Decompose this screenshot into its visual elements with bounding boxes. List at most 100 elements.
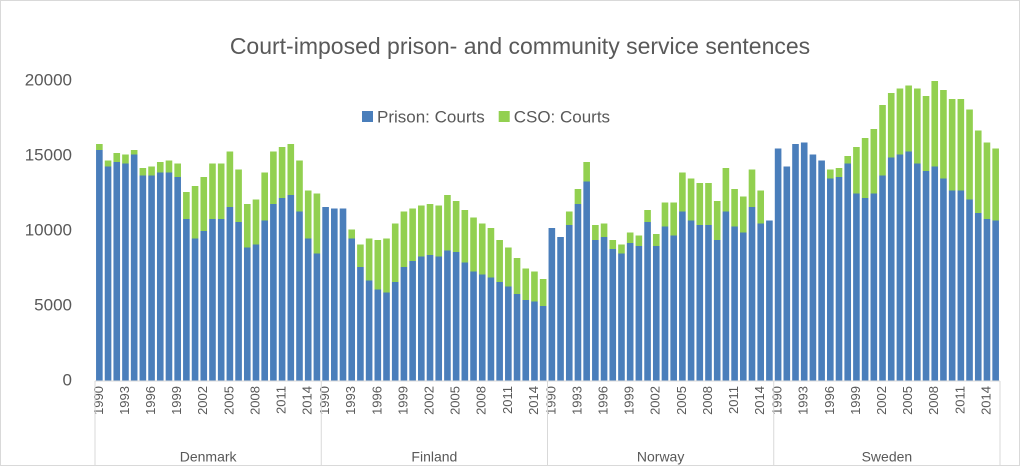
x-tick-label: 1996 [143,386,158,415]
bar-segment [183,192,190,219]
x-tick-label: 2014 [978,386,993,415]
x-tick-label: 2002 [648,386,663,415]
bar-segment [966,109,973,200]
bar-segment [287,195,295,381]
x-tick-label: 2005 [674,386,689,415]
x-tick-label: 1990 [543,386,558,415]
bar-segment [183,219,190,381]
bar-segment [252,244,260,381]
bar-segment [835,168,843,177]
bar-segment [879,175,886,381]
x-tick-label: 1996 [596,386,611,415]
x-tick-label: 2002 [874,386,889,415]
bar-segment [122,163,129,381]
x-tick-label: 2008 [926,386,941,415]
bar-segment [592,240,599,381]
x-tick-label: 1999 [395,386,410,415]
bar-segment [687,220,695,381]
bar-segment [235,222,242,381]
bar-segment [731,189,738,227]
x-tick-label: 2008 [474,386,489,415]
bar-segment [592,225,599,240]
bar-segment [800,142,808,381]
bar-segment [226,207,234,381]
bar-segment [383,238,390,293]
bar-segment [383,292,390,381]
bar-segment [974,213,982,381]
bar-segment [226,151,234,207]
bar-segment [835,177,843,381]
bar-segment [513,294,521,381]
bar-segment [766,220,773,381]
x-tick-label: 1996 [369,386,384,415]
bar-segment [652,234,660,246]
bar-segment [365,238,373,281]
x-tick-label: 1993 [796,386,811,415]
x-tick-label: 2005 [221,386,236,415]
bar-segment [931,81,939,167]
bar-segment [731,226,738,381]
bar-segment [974,130,982,213]
x-tick-label: 1993 [117,386,132,415]
bar-segment [400,267,408,381]
bar-segment [130,150,138,155]
bar-segment [522,268,530,300]
bar-segment [948,190,956,381]
bar-segment [191,186,199,239]
bar-segment [940,90,947,179]
bar-segment [609,240,617,249]
bar-segment [418,205,425,257]
bar-segment [914,88,921,164]
bar-segment [626,243,634,381]
bar-segment [435,205,443,257]
bar-segment [444,195,451,251]
bar-segment [583,181,590,381]
bar-segment [992,220,999,381]
bar-segment [174,163,181,177]
x-tick-label: 1999 [622,386,637,415]
bar-segment [365,280,373,381]
group-label: Finland [411,449,457,465]
x-tick-label: 1993 [569,386,584,415]
bar-segment [696,225,704,381]
bar-segment [757,190,765,224]
bar-segment [122,154,129,164]
bar-segment [278,147,286,198]
bar-segment [557,237,564,381]
bar-segment [914,163,921,381]
bar-segment [644,222,651,381]
bar-segment [635,235,643,246]
bar-segment [870,193,878,381]
bar-segment [618,244,625,254]
y-tick-label: 15000 [25,145,72,164]
bar-segment [313,253,321,381]
bar-segment [583,162,590,182]
bar-segment [940,178,947,381]
bar-segment [348,238,356,381]
x-tick-label: 2005 [448,386,463,415]
bar-segment [304,190,312,239]
bar-segment [757,223,765,381]
bar-segment [470,217,477,272]
bar-segment [165,172,173,381]
bar-segment [827,169,834,179]
bar-segment [165,160,173,173]
bar-segment [113,153,121,162]
bar-segment [287,144,295,195]
bar-segment [696,183,704,225]
bar-segment [548,228,556,381]
bar-segment [565,211,573,225]
bar-segment [261,220,268,381]
x-tick-label: 1993 [343,386,358,415]
bar-segment [922,171,930,381]
bar-segment [574,204,582,381]
bar-segment [278,198,286,381]
bar-segment [104,166,112,381]
bar-segment [322,207,329,381]
bar-segment [505,247,512,287]
bar-segment [983,219,991,381]
bar-segment [539,306,547,381]
bar-segment [644,210,651,222]
